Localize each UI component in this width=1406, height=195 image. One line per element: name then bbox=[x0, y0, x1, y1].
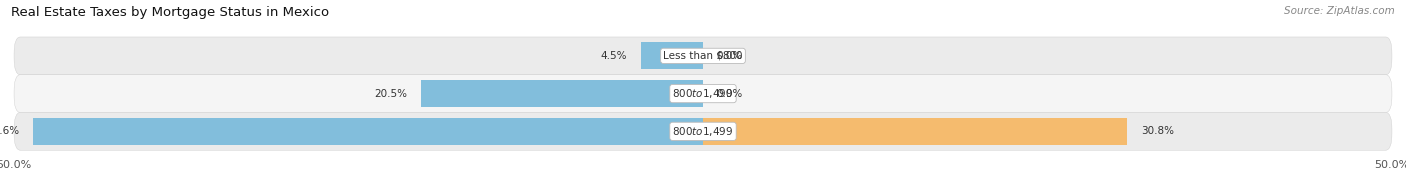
Bar bbox=[641, 42, 703, 69]
Text: 48.6%: 48.6% bbox=[0, 126, 20, 136]
Text: 0.0%: 0.0% bbox=[717, 51, 742, 61]
Bar bbox=[703, 118, 1128, 145]
Text: Real Estate Taxes by Mortgage Status in Mexico: Real Estate Taxes by Mortgage Status in … bbox=[11, 6, 329, 19]
Text: $800 to $1,499: $800 to $1,499 bbox=[672, 125, 734, 138]
Text: Less than $800: Less than $800 bbox=[664, 51, 742, 61]
Text: 30.8%: 30.8% bbox=[1142, 126, 1174, 136]
Text: Source: ZipAtlas.com: Source: ZipAtlas.com bbox=[1284, 6, 1395, 16]
Text: $800 to $1,499: $800 to $1,499 bbox=[672, 87, 734, 100]
Bar bbox=[34, 118, 703, 145]
FancyBboxPatch shape bbox=[14, 113, 1392, 150]
Text: 0.0%: 0.0% bbox=[717, 89, 742, 99]
Text: 20.5%: 20.5% bbox=[374, 89, 406, 99]
FancyBboxPatch shape bbox=[14, 75, 1392, 113]
Bar bbox=[420, 80, 703, 107]
Text: 4.5%: 4.5% bbox=[600, 51, 627, 61]
FancyBboxPatch shape bbox=[14, 37, 1392, 75]
Legend: Without Mortgage, With Mortgage: Without Mortgage, With Mortgage bbox=[583, 191, 823, 195]
